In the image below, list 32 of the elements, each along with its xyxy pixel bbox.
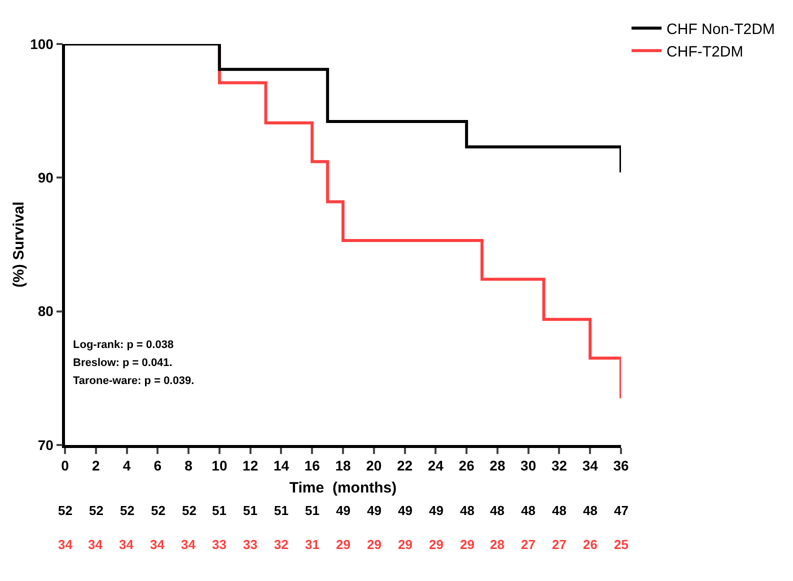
text: 52 52 52 52 52 51 51 51 51 49 49 49 49 48 48 48 48 48 47: [58, 503, 628, 518]
x-tick-label: 14: [273, 458, 290, 474]
x-tick-label: 6: [154, 458, 162, 474]
x-tick-label: 8: [184, 458, 193, 474]
x-tick-label: 18: [335, 458, 351, 474]
x-tick-label: 32: [551, 458, 568, 474]
legend-label: CHF Non-T2DM: [666, 21, 775, 38]
x-tick-label: 2: [92, 458, 100, 474]
x-tick-label: 28: [490, 458, 506, 474]
x-tick-label: 36: [613, 458, 629, 474]
x-tick-label: 30: [520, 458, 536, 474]
x-tick-label: 26: [458, 458, 475, 474]
y-tick-label: 100: [30, 36, 54, 52]
x-axis-title: Time (months): [289, 480, 397, 497]
x-tick-label: 10: [212, 458, 228, 474]
x-tick-label: 16: [304, 458, 320, 474]
annotation: Log-rank: p = 0.038: [73, 339, 174, 351]
x-tick-label: 20: [366, 458, 382, 474]
x-tick-label: 12: [242, 458, 258, 474]
x-tick-label: 34: [582, 458, 598, 474]
annotation: Tarone-ware: p = 0.039.: [73, 375, 194, 387]
y-axis-title: (%) Survival: [10, 202, 28, 288]
x-tick-label: 24: [428, 458, 444, 474]
text: 34 34 34 34 34 33 33 32 31 29 29 29 29 29 28 27 27 26 25: [58, 537, 628, 552]
y-tick-label: 70: [38, 436, 54, 453]
legend-label: CHF-T2DM: [666, 44, 744, 61]
y-tick-label: 90: [38, 170, 54, 186]
y-tick-label: 80: [38, 303, 54, 320]
x-tick-label: 22: [396, 458, 413, 474]
x-tick-label: 0: [61, 458, 70, 474]
x-tick-label: 4: [122, 458, 131, 474]
annotation: Breslow: p = 0.041.: [73, 357, 172, 369]
